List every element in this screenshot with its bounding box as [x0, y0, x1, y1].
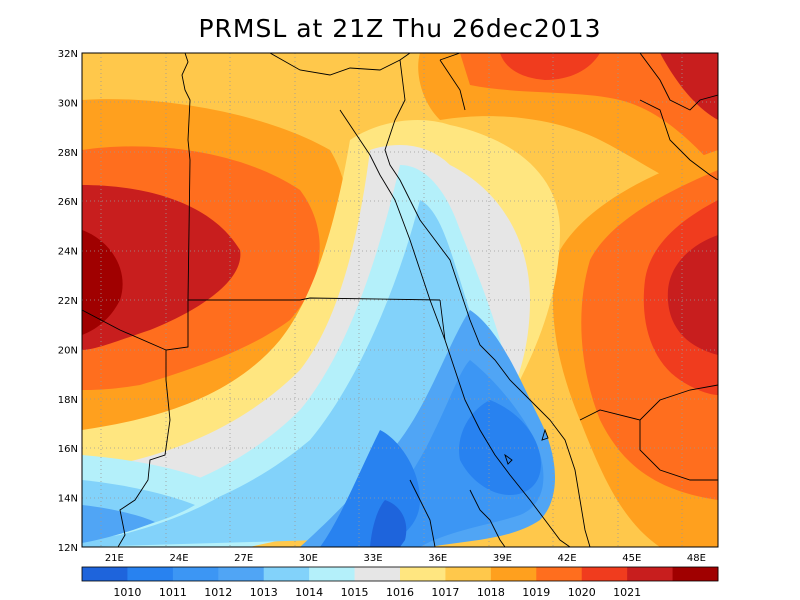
contour-1013-sw: [82, 505, 155, 543]
colorbar-frame: [81, 566, 719, 582]
colorbar-segment: [536, 567, 583, 581]
colorbar-label-1020: 1020: [568, 586, 596, 599]
longitude-tick-labels: 21E 24E 27E 30E 33E 36E 39E 42E 45E 48E: [105, 553, 706, 564]
colorbar-label-1016: 1016: [386, 586, 414, 599]
map-title: PRMSL at 21Z Thu 26dec2013: [198, 14, 602, 43]
colorbar-label-1012: 1012: [204, 586, 232, 599]
plot-frame: [81, 52, 719, 548]
lon-tick-48E: 48E: [687, 553, 706, 564]
colorbar-label-1014: 1014: [295, 586, 323, 599]
contour-1022-east: [667, 235, 718, 355]
colorbar-label-1015: 1015: [341, 586, 369, 599]
colorbar-segment: [172, 567, 219, 581]
colorbar-segment: [354, 567, 401, 581]
pressure-field: [82, 53, 718, 547]
lon-tick-45E: 45E: [622, 553, 641, 564]
contour-1010: [370, 500, 407, 547]
lat-tick-30N: 30N: [58, 98, 78, 109]
lon-tick-21E: 21E: [105, 553, 124, 564]
lon-tick-42E: 42E: [558, 553, 577, 564]
colorbar-segment: [490, 567, 537, 581]
pressure-colorbar: [81, 566, 719, 582]
colorbar-label-1013: 1013: [250, 586, 278, 599]
colorbar-labels: 1010 1011 1012 1013 1014 1015 1016 1017 1018 1019…: [113, 586, 641, 599]
coastlines: [82, 53, 718, 547]
colorbar-label-1018: 1018: [477, 586, 505, 599]
lat-tick-16N: 16N: [58, 444, 78, 455]
lat-tick-14N: 14N: [58, 494, 78, 505]
lon-tick-33E: 33E: [364, 553, 383, 564]
contour-1022-west: [82, 230, 123, 335]
lat-tick-26N: 26N: [58, 197, 78, 208]
lon-tick-24E: 24E: [169, 553, 188, 564]
contour-1011: [459, 400, 541, 495]
lon-tick-27E: 27E: [234, 553, 253, 564]
lat-tick-32N: 32N: [58, 49, 78, 60]
colorbar-segment: [309, 567, 356, 581]
lat-tick-28N: 28N: [58, 148, 78, 159]
colorbar-segment: [581, 567, 628, 581]
colorbar-segment: [82, 567, 128, 581]
lon-tick-39E: 39E: [493, 553, 512, 564]
contour-1022-north: [660, 53, 718, 120]
colorbar-label-1011: 1011: [159, 586, 187, 599]
lat-tick-12N: 12N: [58, 543, 78, 554]
colorbar-label-1017: 1017: [431, 586, 459, 599]
lat-tick-20N: 20N: [58, 345, 78, 356]
colorbar-label-1010: 1010: [113, 586, 141, 599]
colorbar-segment: [400, 567, 446, 581]
contour-1021-north: [500, 53, 600, 80]
lat-tick-22N: 22N: [58, 296, 78, 307]
latitude-tick-labels: 12N 14N 16N 18N 20N 22N 24N 26N 28N 30N 32N: [58, 49, 78, 554]
colorbar-segment: [627, 567, 674, 581]
lon-tick-30E: 30E: [299, 553, 318, 564]
colorbar-segment: [672, 567, 719, 581]
contour-1020-north: [460, 53, 718, 170]
lat-tick-18N: 18N: [58, 395, 78, 406]
colorbar-segment: [445, 567, 492, 581]
lat-tick-24N: 24N: [58, 247, 78, 258]
colorbar-segment: [127, 567, 174, 581]
contour-1021-west: [82, 185, 241, 350]
colorbar-segment: [218, 567, 265, 581]
colorbar-label-1021: 1021: [613, 586, 641, 599]
colorbar-label-1019: 1019: [522, 586, 550, 599]
colorbar-segment: [263, 567, 310, 581]
lon-tick-36E: 36E: [428, 553, 447, 564]
